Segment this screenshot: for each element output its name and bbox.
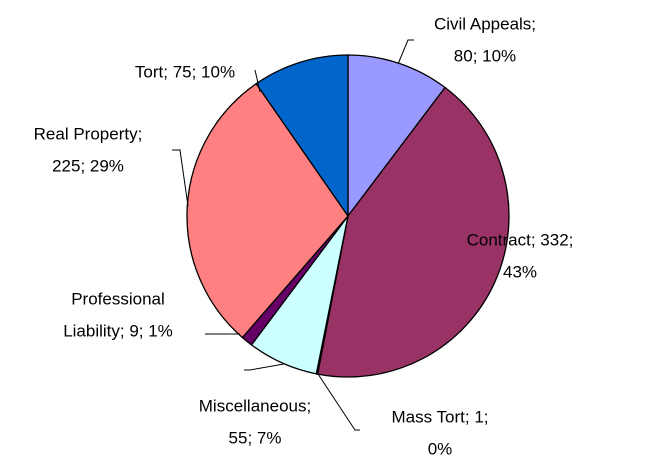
leader-line	[172, 149, 189, 207]
leader-line	[244, 363, 285, 371]
data-label: Mass Tort; 1;	[392, 407, 489, 426]
pie-slice	[347, 54, 446, 218]
pie-slice	[316, 86, 510, 378]
data-label: 225; 29%	[52, 156, 124, 175]
data-label: Liability; 9; 1%	[63, 321, 173, 340]
pie-slice	[255, 54, 349, 219]
data-labels: Civil Appeals; 80; 10% Contract; 332; 43% Ma…	[34, 14, 574, 458]
leader-line	[254, 69, 261, 93]
data-label: Civil Appeals;	[434, 14, 536, 33]
data-label: Contract; 332;	[467, 230, 574, 249]
leader-line	[317, 373, 360, 431]
data-label: Tort; 75; 10%	[135, 62, 235, 81]
leader-lines	[172, 39, 414, 431]
data-label: 80; 10%	[454, 46, 516, 65]
data-label: 0%	[428, 439, 453, 458]
data-label: 55; 7%	[229, 428, 282, 447]
pie	[186, 54, 510, 378]
data-label: Real Property;	[34, 124, 143, 143]
data-label: Miscellaneous;	[199, 396, 311, 415]
data-label: 43%	[503, 262, 537, 281]
pie-slice	[186, 82, 349, 339]
leader-line	[397, 39, 414, 65]
data-label: Professional	[71, 289, 165, 308]
